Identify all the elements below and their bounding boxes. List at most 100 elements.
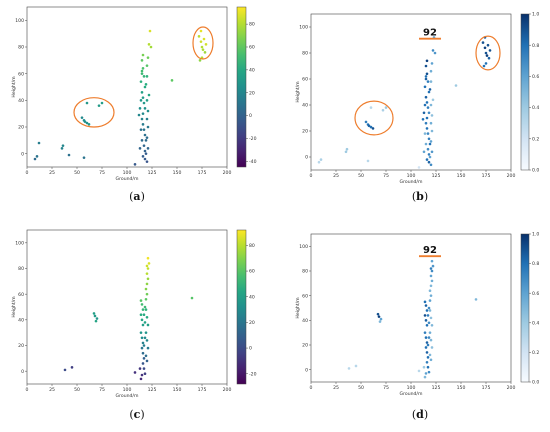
plot-area [26, 229, 228, 385]
data-point [428, 142, 432, 146]
data-point [376, 312, 380, 316]
x-tick-label: 100 [123, 170, 132, 176]
panel-label: (a) [129, 190, 145, 203]
x-tick-label: 50 [74, 387, 80, 393]
data-point [143, 107, 147, 110]
data-point [139, 331, 143, 334]
data-point [486, 43, 490, 47]
y-tick-label: 0 [305, 367, 308, 373]
data-point [484, 62, 488, 65]
data-point [430, 62, 434, 65]
y-tick-label: 40 [18, 98, 24, 104]
highlight-circle [475, 35, 501, 71]
data-point [487, 56, 491, 60]
x-tick-label: 25 [49, 387, 55, 393]
data-point [144, 83, 148, 86]
data-point [139, 299, 143, 302]
data-point [431, 49, 435, 52]
data-point [95, 317, 99, 320]
data-point [145, 117, 149, 121]
x-tick-label: 25 [49, 170, 55, 176]
data-point [138, 367, 142, 370]
data-point [430, 114, 434, 117]
data-point [138, 147, 142, 150]
data-point [347, 367, 351, 370]
y-tick-label: 60 [302, 77, 308, 83]
data-point [485, 54, 489, 57]
data-point [428, 299, 432, 302]
data-point [144, 308, 148, 311]
data-point [144, 152, 148, 155]
data-point [133, 371, 137, 374]
panel-d: 0 25 50 75 100 125 150 175 200020406080100Ground… [295, 232, 539, 421]
x-tick-label: 200 [223, 170, 232, 176]
data-point [424, 372, 428, 375]
data-point [481, 41, 485, 44]
data-point [319, 158, 323, 161]
data-point [140, 72, 144, 75]
data-point [427, 336, 431, 339]
colorbar-tick-label: 60 [249, 45, 255, 51]
data-point [33, 157, 37, 161]
data-point [82, 156, 86, 159]
data-point [378, 320, 382, 323]
data-point [146, 277, 150, 281]
x-tick-label: 75 [99, 170, 105, 176]
colorbar-tick-label: 0 [249, 113, 252, 119]
data-point [427, 153, 431, 156]
data-point [35, 155, 39, 158]
x-tick-label: 75 [99, 387, 105, 393]
y-tick-label: 20 [302, 343, 308, 349]
data-point [145, 264, 149, 268]
data-point [139, 313, 143, 317]
data-point [429, 69, 433, 73]
data-point [424, 121, 428, 125]
data-point [142, 367, 146, 370]
data-point [144, 354, 148, 358]
data-point [428, 289, 432, 293]
data-point [424, 346, 428, 349]
x-tick-label: 75 [383, 173, 389, 179]
y-axis-label: Height/m [295, 81, 301, 103]
colorbar [520, 233, 530, 383]
y-tick-label: 80 [302, 51, 308, 57]
y-tick-label: 0 [21, 151, 24, 157]
data-point [61, 144, 65, 147]
y-tick-label: 20 [302, 129, 308, 135]
data-point [367, 124, 371, 128]
data-point [143, 85, 147, 89]
data-point [426, 356, 430, 359]
colorbar-tick-label: -20 [249, 371, 257, 377]
colorbar-tick-label: 0.6 [532, 74, 539, 80]
data-point [317, 160, 321, 164]
x-tick-label: 150 [173, 170, 182, 176]
data-point [87, 123, 91, 126]
panel-b: 0 25 50 75 100 125 150 175 200020406080100Ground… [295, 12, 539, 203]
data-point [100, 101, 104, 105]
y-tick-label: 80 [302, 269, 308, 275]
data-point [426, 365, 430, 369]
highlight-circle [73, 97, 115, 128]
data-point [143, 157, 147, 161]
highlight-circle [192, 26, 214, 60]
x-tick-label: 125 [148, 170, 157, 176]
data-point [430, 129, 434, 133]
data-point [190, 296, 194, 300]
data-point [93, 314, 97, 318]
colorbar-tick-label: -40 [249, 159, 257, 165]
data-point [140, 91, 144, 94]
data-point [430, 259, 434, 263]
data-point [197, 35, 201, 38]
data-point [142, 313, 146, 317]
data-point [147, 43, 151, 46]
data-point [60, 147, 64, 150]
data-point [140, 318, 144, 322]
data-point [423, 132, 427, 135]
data-point [37, 141, 41, 145]
x-tick-label: 125 [432, 385, 441, 391]
data-point [145, 99, 149, 102]
data-point [424, 319, 428, 322]
data-point [137, 113, 141, 117]
data-point [430, 346, 434, 349]
data-point [429, 316, 433, 320]
